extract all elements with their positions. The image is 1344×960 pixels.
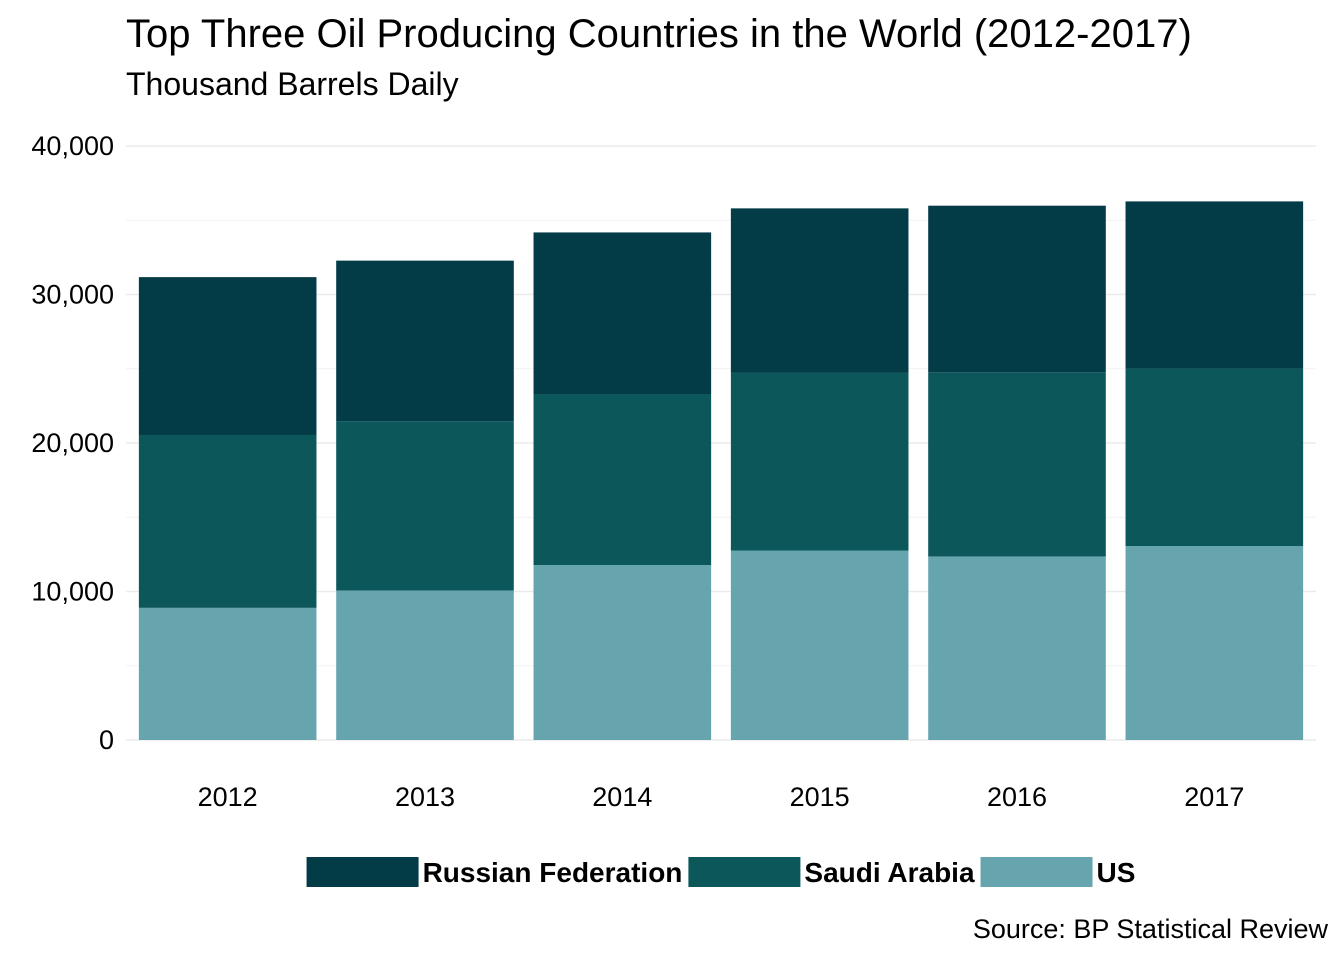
y-tick-label: 0 bbox=[99, 725, 114, 755]
x-tick-label: 2013 bbox=[395, 782, 455, 812]
bars bbox=[138, 201, 1304, 740]
bar-russian-federation-2012 bbox=[138, 277, 317, 435]
bar-us-2014 bbox=[533, 565, 712, 740]
bar-russian-federation-2015 bbox=[730, 208, 909, 373]
legend-key-us bbox=[980, 857, 1093, 887]
bar-saudi-arabia-2016 bbox=[928, 372, 1106, 557]
bar-us-2015 bbox=[730, 550, 909, 740]
y-tick-label: 30,000 bbox=[31, 280, 114, 310]
legend: Russian Federation Saudi Arabia US bbox=[306, 857, 1136, 888]
bar-saudi-arabia-2017 bbox=[1125, 368, 1304, 547]
grid-lines bbox=[126, 145, 1316, 741]
legend-label: US bbox=[1097, 857, 1136, 888]
bar-saudi-arabia-2015 bbox=[730, 372, 909, 551]
legend-label: Russian Federation bbox=[423, 857, 683, 888]
x-tick-label: 2012 bbox=[198, 782, 258, 812]
x-axis: 2012 2013 2014 2015 2016 2017 bbox=[198, 782, 1245, 812]
y-tick-label: 10,000 bbox=[31, 577, 114, 607]
bar-us-2017 bbox=[1125, 546, 1304, 740]
legend-label: Saudi Arabia bbox=[804, 857, 975, 888]
bar-russian-federation-2014 bbox=[533, 232, 712, 394]
x-tick-label: 2014 bbox=[592, 782, 652, 812]
bar-saudi-arabia-2014 bbox=[533, 393, 712, 566]
bar-russian-federation-2016 bbox=[928, 205, 1106, 373]
bar-us-2013 bbox=[336, 590, 514, 740]
x-tick-label: 2017 bbox=[1184, 782, 1244, 812]
y-tick-label: 20,000 bbox=[31, 428, 114, 458]
legend-key-russian-federation bbox=[306, 857, 419, 887]
source-caption: Source: BP Statistical Review bbox=[972, 914, 1328, 944]
y-axis: 0 10,000 20,000 30,000 40,000 bbox=[31, 131, 114, 755]
bar-us-2016 bbox=[928, 556, 1106, 740]
y-tick-label: 40,000 bbox=[31, 131, 114, 161]
bar-us-2012 bbox=[138, 607, 317, 740]
bar-russian-federation-2013 bbox=[336, 260, 514, 422]
x-tick-label: 2016 bbox=[987, 782, 1047, 812]
legend-key-saudi-arabia bbox=[688, 857, 801, 887]
bar-saudi-arabia-2012 bbox=[138, 434, 317, 608]
chart-title: Top Three Oil Producing Countries in the… bbox=[126, 12, 1192, 56]
chart-subtitle: Thousand Barrels Daily bbox=[126, 66, 459, 102]
bar-saudi-arabia-2013 bbox=[336, 421, 514, 591]
bar-russian-federation-2017 bbox=[1125, 201, 1304, 369]
x-tick-label: 2015 bbox=[790, 782, 850, 812]
